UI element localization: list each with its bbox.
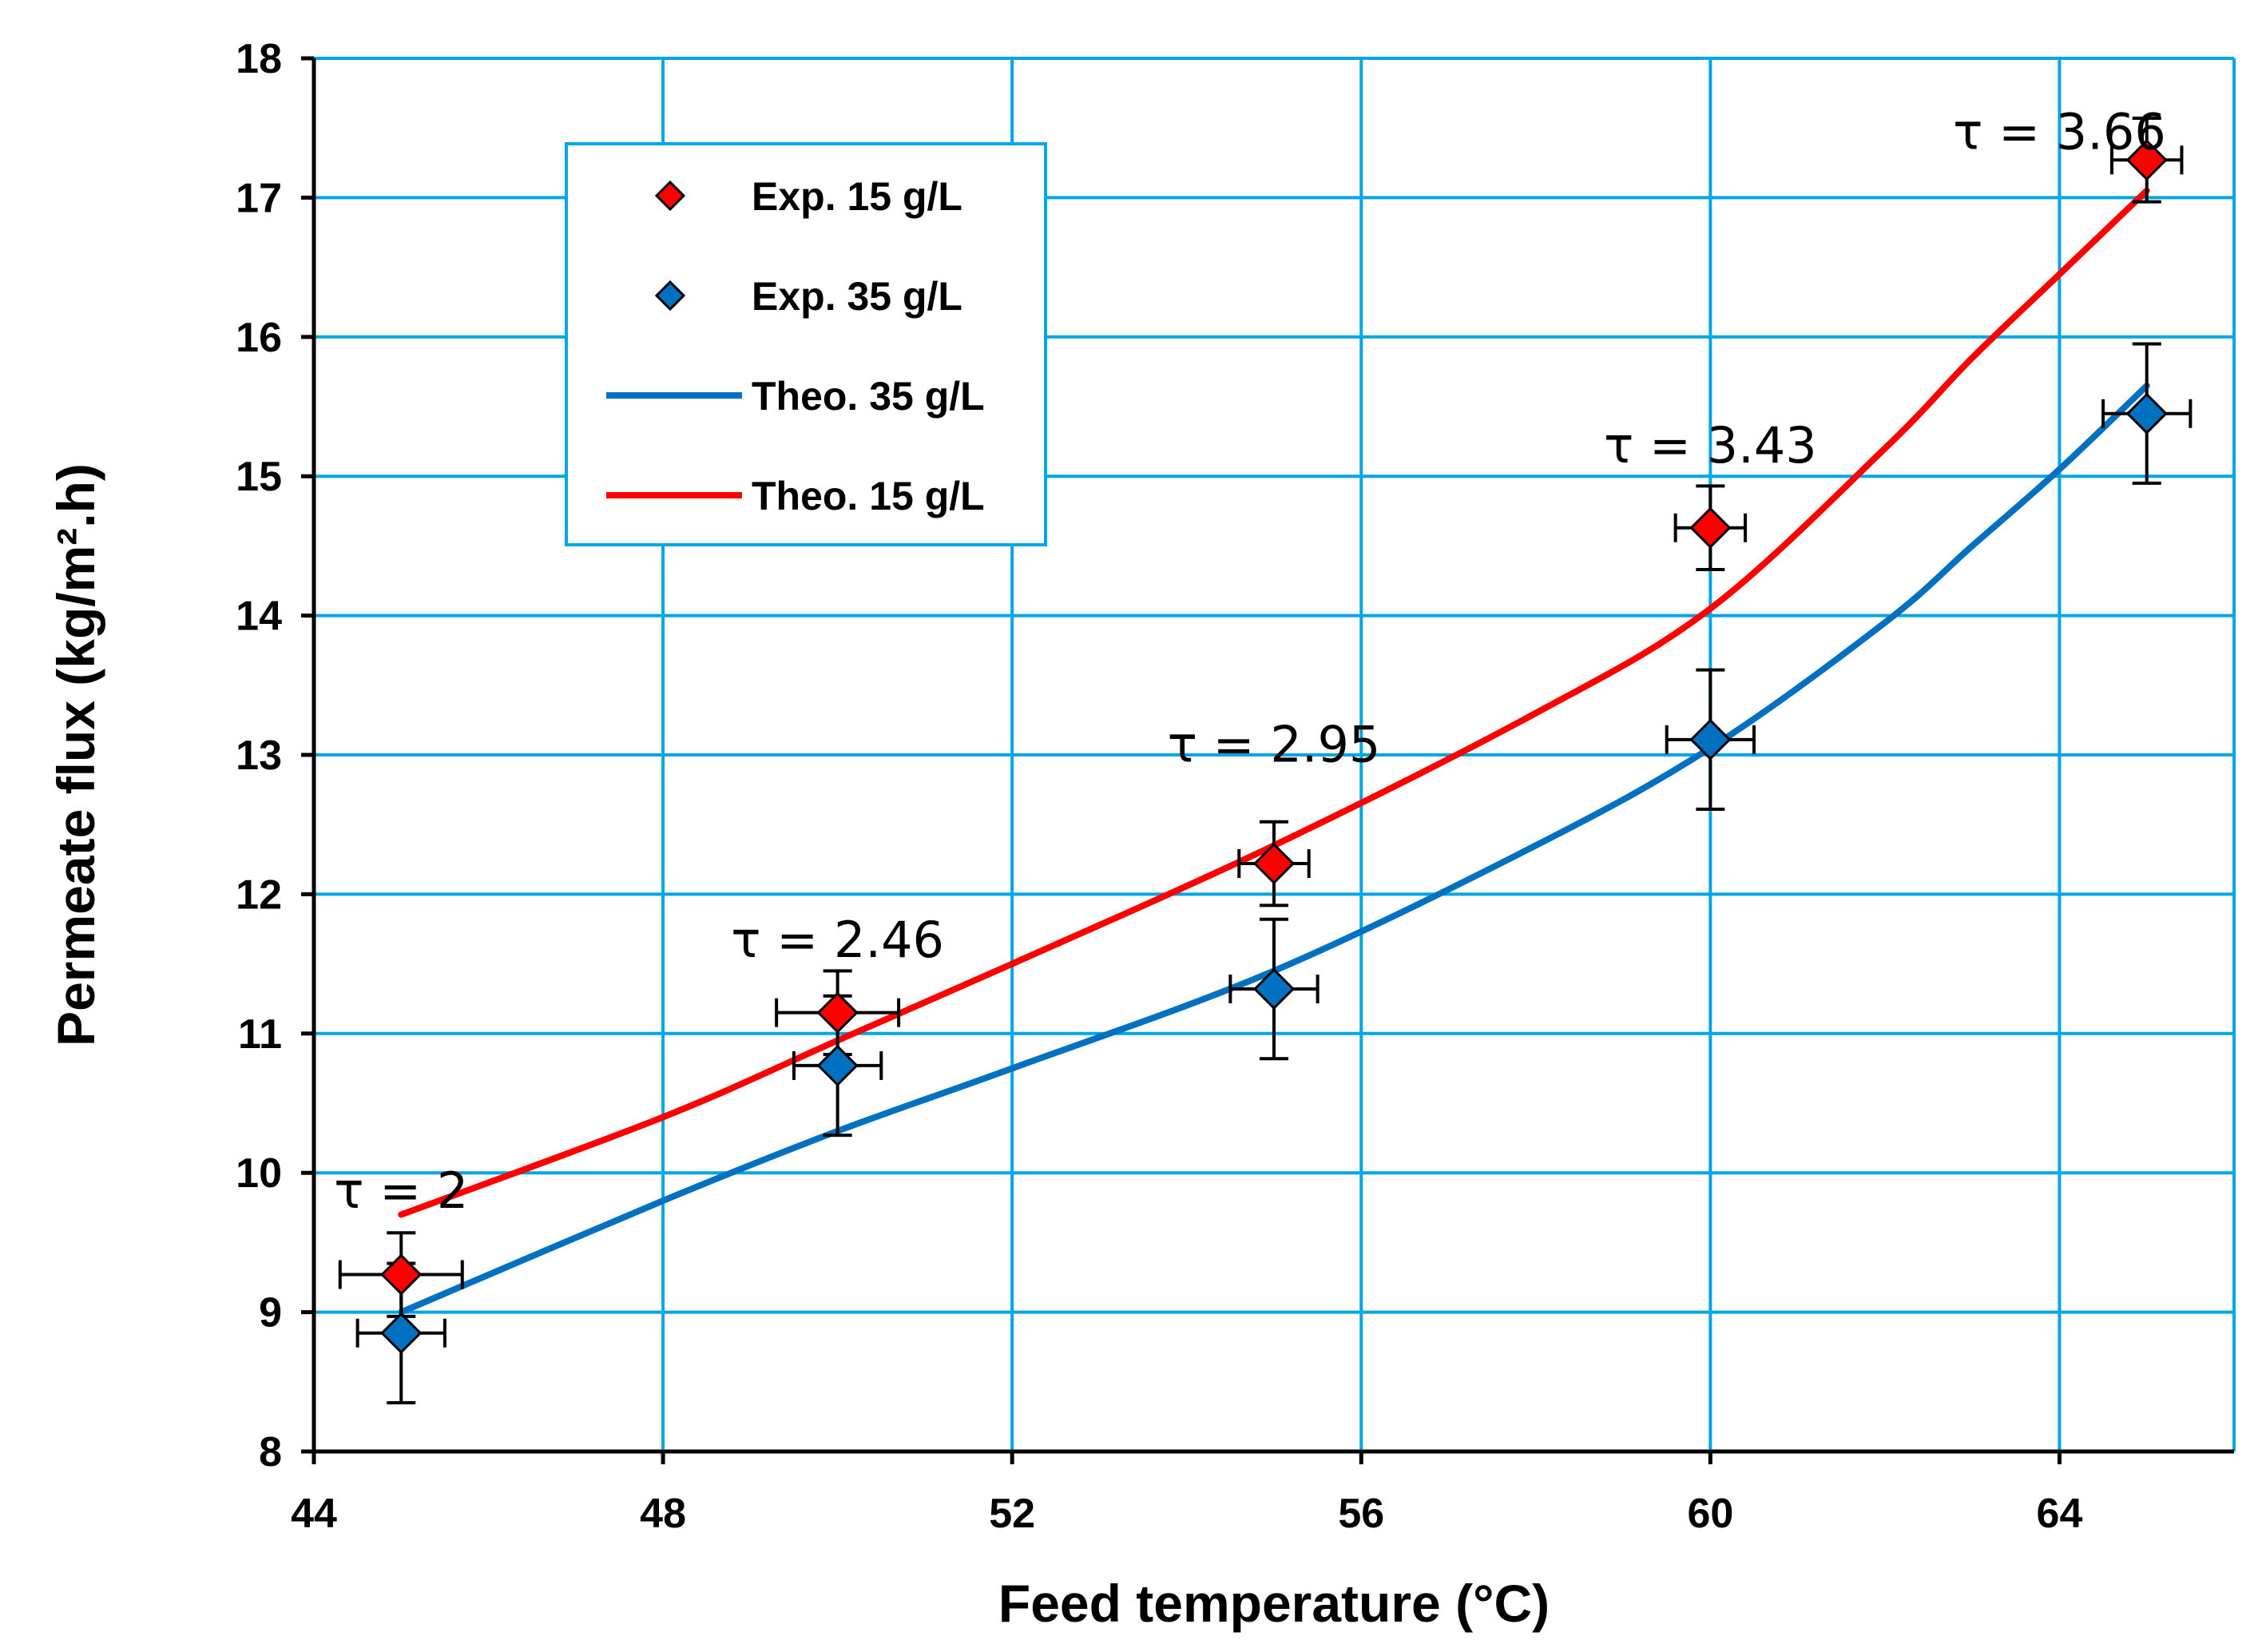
- tick-labels: 8 9 10 11 12 13 14 15 16 17 18 44 48 52 56 60 64: [236, 36, 2082, 1537]
- series-line: [398, 382, 2150, 1316]
- tau-annotation: τ = 2.95: [1168, 716, 1381, 774]
- y-tick-label: 16: [236, 315, 282, 361]
- data-point: [816, 991, 859, 1034]
- legend-entries: Exp. 15 g/L Exp. 35 g/L Theo. 35 g/L Theo. …: [606, 174, 985, 518]
- x-tick-label: 52: [989, 1491, 1035, 1537]
- data-point: [1689, 506, 1732, 549]
- y-tick-label: 9: [259, 1290, 282, 1336]
- data-point: [380, 1253, 423, 1296]
- x-tick-label: 56: [1338, 1491, 1384, 1537]
- data-point: [2125, 392, 2168, 435]
- legend-label: Theo. 35 g/L: [752, 374, 985, 419]
- y-tick-label: 8: [259, 1429, 282, 1475]
- tau-annotation: τ = 3.66: [1953, 102, 2166, 161]
- markers: [380, 139, 2168, 1354]
- tau-annotation: τ = 3.43: [1604, 416, 1817, 475]
- y-tick-label: 12: [236, 872, 282, 918]
- x-tick-label: 64: [2037, 1491, 2083, 1537]
- x-tick-label: 60: [1687, 1491, 1733, 1537]
- data-point: [1689, 718, 1732, 760]
- tau-annotation: τ = 2.46: [731, 911, 944, 969]
- legend-label: Exp. 15 g/L: [752, 174, 962, 219]
- legend-marker: [654, 180, 686, 212]
- axes: [301, 56, 2234, 1464]
- x-tick-label: 48: [640, 1491, 686, 1537]
- legend: Exp. 15 g/L Exp. 35 g/L Theo. 35 g/L Theo. …: [565, 142, 1047, 546]
- y-tick-label: 10: [236, 1150, 282, 1197]
- legend-box: [565, 142, 1047, 546]
- data-point: [1252, 967, 1296, 1011]
- data-point: [816, 1044, 859, 1087]
- data-point: [2125, 139, 2168, 181]
- y-tick-label: 17: [236, 175, 282, 221]
- legend-label: Exp. 35 g/L: [752, 274, 962, 319]
- x-axis-title: Feed temperature (°C): [998, 1574, 1550, 1633]
- x-tick-label: 44: [291, 1491, 337, 1537]
- annotations: τ = 2 τ = 2.46 τ = 2.95 τ = 3.43 τ = 3.66: [334, 102, 2166, 1219]
- y-tick-label: 18: [236, 36, 282, 82]
- legend-marker: [654, 280, 686, 312]
- y-tick-label: 11: [238, 1011, 282, 1058]
- legend-label: Theo. 15 g/L: [752, 474, 985, 518]
- y-tick-label: 14: [236, 594, 282, 640]
- y-axis-title: Permeate flux (kg/m².h): [46, 463, 105, 1046]
- series-line: [398, 187, 2150, 1218]
- data-point: [1252, 842, 1296, 885]
- data-point: [380, 1312, 423, 1354]
- grid: [314, 57, 2236, 1451]
- y-tick-label: 15: [236, 454, 282, 500]
- series-lines: [398, 187, 2150, 1316]
- y-tick-label: 13: [236, 733, 282, 779]
- tau-annotation: τ = 2: [334, 1162, 468, 1220]
